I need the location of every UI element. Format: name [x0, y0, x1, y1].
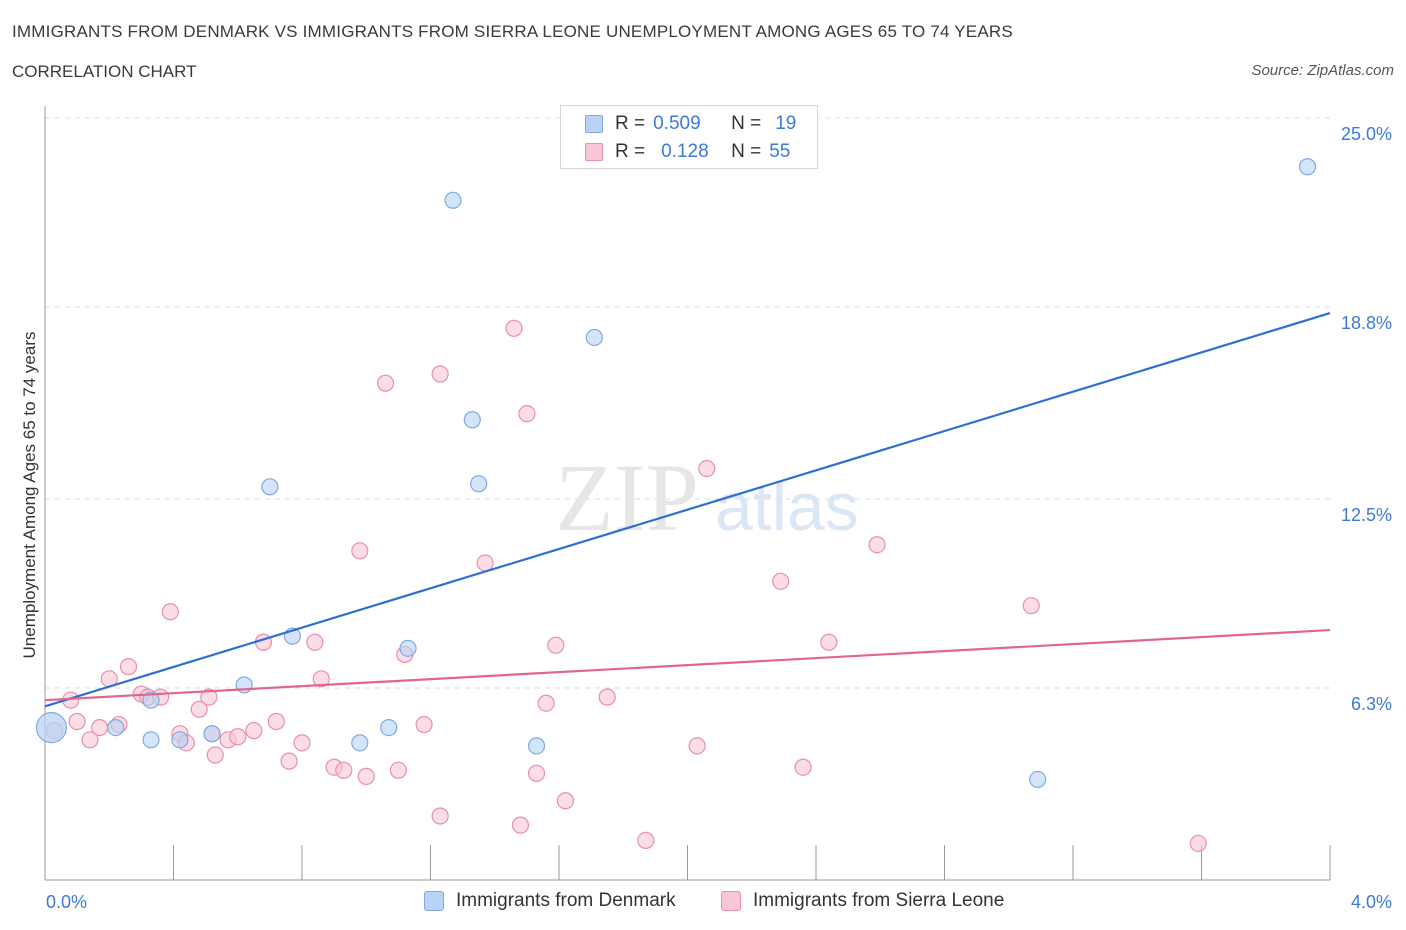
sierra-leone-point — [200, 688, 218, 706]
sierra-leone-point — [476, 554, 494, 572]
denmark-point — [585, 328, 603, 347]
sierra-leone-swatch — [585, 143, 603, 161]
trend-lines — [44, 312, 1331, 708]
legend-r-label: R = — [615, 141, 646, 162]
bottom-legend-label: Immigrants from Sierra Leone — [753, 890, 1005, 911]
legend-n-value: 55 — [769, 141, 791, 162]
sierra-leone-point — [351, 542, 369, 560]
denmark-point — [351, 734, 369, 752]
denmark-point — [399, 639, 417, 657]
denmark-trend-line — [44, 312, 1331, 708]
bottom-legend-denmark: Immigrants from Denmark — [424, 889, 676, 913]
sierra-leone-point — [431, 365, 449, 383]
denmark-point — [470, 475, 488, 493]
sierra-leone-point — [389, 761, 407, 779]
sierra-leone-point — [161, 603, 179, 621]
denmark-point — [142, 691, 160, 709]
chart-title: IMMIGRANTS FROM DENMARK VS IMMIGRANTS FR… — [12, 22, 1013, 41]
denmark-swatch — [424, 891, 444, 911]
legend-r-value: 0.128 — [661, 141, 709, 162]
denmark-point — [444, 191, 462, 209]
sierra-leone-point — [598, 688, 616, 706]
bottom-legend-sierra-leone: Immigrants from Sierra Leone — [721, 889, 1004, 913]
sierra-leone-point — [698, 459, 716, 478]
legend-n-value: 19 — [775, 113, 797, 134]
y-tick-label: 18.8% — [1341, 313, 1392, 333]
sierra-leone-point — [81, 731, 99, 749]
axes — [44, 106, 1331, 881]
denmark-point — [107, 718, 125, 737]
sierra-leone-point — [91, 718, 109, 737]
y-tick-label: 6.3% — [1351, 694, 1392, 714]
denmark-point — [463, 411, 481, 429]
correlation-legend: R = 0.509 N = 19 R = 0.128 N = 55 — [560, 105, 818, 169]
sierra-leone-point — [68, 712, 86, 731]
x-tick-label: 0.0% — [46, 892, 87, 912]
sierra-leone-point — [537, 694, 555, 712]
grid-lines — [45, 117, 1330, 689]
legend-n-label: N = — [731, 141, 762, 162]
sierra-leone-point — [1022, 597, 1040, 615]
denmark-point — [142, 731, 160, 749]
sierra-leone-trend-line — [44, 628, 1331, 702]
denmark-point — [171, 731, 189, 749]
sierra-leone-point — [190, 700, 208, 718]
sierra-leone-point — [547, 636, 565, 654]
sierra-leone-swatch — [721, 891, 741, 911]
y-axis-label: Unemployment Among Ages 65 to 74 years — [20, 332, 39, 659]
sierra-leone-point — [293, 734, 311, 752]
sierra-leone-point — [245, 722, 263, 740]
watermark-zip: ZIP — [555, 444, 699, 551]
denmark-point — [380, 718, 398, 737]
sierra-leone-point — [229, 728, 247, 746]
sierra-leone-point — [431, 807, 449, 825]
sierra-leone-point — [357, 767, 375, 785]
sierra-leone-point — [511, 816, 530, 834]
watermark-atlas: atlas — [715, 469, 859, 545]
sierra-leone-point — [688, 737, 706, 755]
sierra-leone-point — [637, 831, 655, 849]
tick-labels: 6.3% 12.5% 18.8% 25.0% 0.0% 4.0% — [46, 124, 1392, 912]
watermark: ZIP atlas — [555, 444, 859, 551]
y-tick-label: 25.0% — [1341, 124, 1392, 144]
denmark-point — [1298, 158, 1317, 176]
denmark-swatch — [585, 115, 603, 133]
x-tick-label: 4.0% — [1351, 892, 1392, 912]
legend-r-label: R = — [615, 113, 646, 134]
sierra-leone-point — [267, 712, 285, 731]
sierra-leone-point — [505, 319, 523, 337]
sierra-leone-point — [556, 792, 575, 810]
sierra-leone-point — [772, 572, 790, 590]
denmark-point — [203, 725, 221, 743]
sierra-leone-point — [1189, 834, 1207, 853]
sierra-leone-point — [527, 764, 546, 782]
denmark-point — [1029, 770, 1047, 789]
sierra-leone-point — [312, 670, 330, 688]
sierra-leone-point — [306, 633, 324, 651]
sierra-leone-point — [280, 752, 298, 770]
legend-row-denmark: R = 0.509 N = 19 — [585, 112, 796, 136]
sierra-leone-point — [820, 633, 838, 651]
legend-n-label: N = — [731, 113, 762, 134]
sierra-leone-point — [868, 536, 886, 554]
sierra-leone-point — [794, 758, 812, 776]
sierra-leone-point — [206, 746, 224, 764]
legend-row-sierra-leone: R = 0.128 N = 55 — [585, 140, 790, 164]
source-label: Source: ZipAtlas.com — [1251, 62, 1394, 79]
legend-r-value: 0.509 — [653, 113, 701, 134]
y-tick-label: 12.5% — [1341, 505, 1392, 525]
sierra-leone-point — [518, 405, 536, 423]
bottom-legend-label: Immigrants from Denmark — [456, 890, 676, 911]
data-points — [35, 158, 1317, 853]
sierra-leone-point — [119, 658, 138, 676]
sierra-leone-point — [335, 761, 353, 779]
sierra-leone-point — [376, 374, 395, 392]
chart-subtitle: CORRELATION CHART — [12, 62, 197, 81]
denmark-point — [527, 737, 546, 755]
denmark-point — [261, 478, 279, 496]
sierra-leone-point — [415, 715, 433, 734]
denmark-point — [35, 711, 68, 744]
